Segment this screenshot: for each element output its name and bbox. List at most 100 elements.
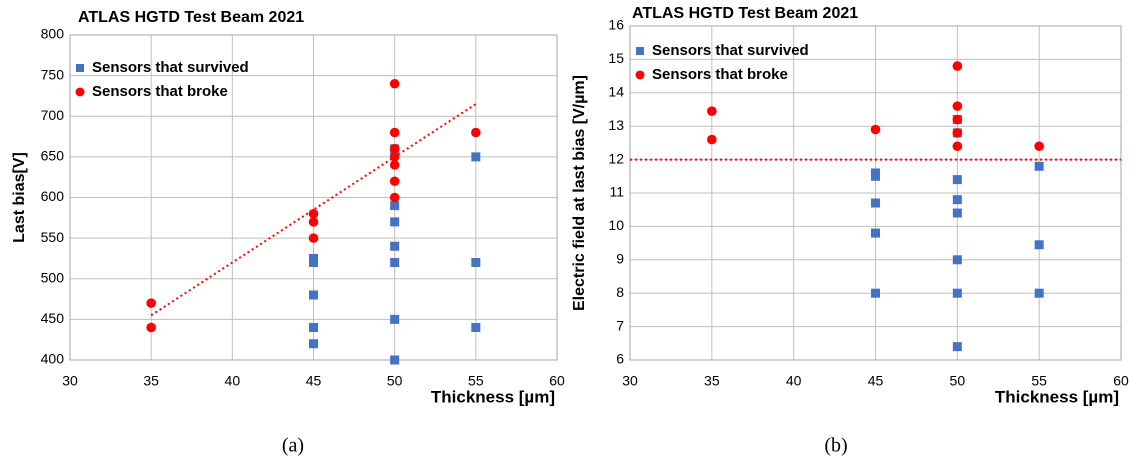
y-tick-label: 8 (616, 284, 624, 300)
y-tick-label: 550 (41, 229, 65, 245)
plot-frame (69, 34, 558, 361)
y-tick-label: 15 (608, 50, 624, 66)
point (309, 323, 318, 332)
legend-marker (75, 87, 85, 97)
point (389, 160, 400, 170)
point (390, 258, 400, 267)
y-tick-label: 800 (41, 26, 65, 42)
point (390, 217, 400, 227)
y-tick-label: 700 (41, 107, 65, 123)
x-tick-label: 60 (549, 373, 565, 389)
y-tick-label: 6 (616, 351, 624, 367)
y-tick-label: 13 (608, 117, 624, 133)
legend-marker (76, 64, 84, 72)
chart-title: ATLAS HGTD Test Beam 2021 (78, 9, 304, 26)
x-tick-label: 55 (1031, 373, 1047, 389)
y-tick-label: 9 (616, 251, 624, 267)
point (707, 106, 717, 116)
point (309, 290, 318, 300)
x-tick-label: 45 (868, 373, 884, 389)
point (389, 78, 400, 89)
point (308, 208, 319, 219)
point (390, 241, 400, 251)
x-tick-label: 40 (786, 373, 802, 389)
point (1034, 288, 1044, 298)
y-axis-label: Last bias[V] (11, 152, 28, 243)
point (389, 127, 400, 138)
legend-label: Sensors that survived (92, 59, 249, 76)
point (390, 201, 400, 211)
y-tick-label: 16 (608, 17, 624, 33)
point (871, 198, 880, 208)
point (308, 233, 319, 243)
x-tick-label: 40 (225, 373, 241, 389)
point (871, 171, 880, 181)
point (390, 355, 400, 365)
point (146, 298, 156, 308)
y-tick-label: 10 (608, 217, 624, 233)
point (146, 322, 156, 333)
point (952, 342, 962, 352)
point (308, 217, 319, 227)
point (309, 339, 318, 349)
x-tick-label: 50 (950, 373, 966, 389)
x-axis-label: Thickness [µm] (995, 387, 1119, 406)
x-tick-label: 30 (62, 373, 78, 389)
point (707, 134, 717, 145)
point (870, 124, 881, 135)
x-tick-label: 30 (622, 373, 638, 389)
point (471, 152, 481, 162)
point (952, 101, 963, 111)
point (952, 128, 963, 138)
chart-title: ATLAS HGTD Test Beam 2021 (632, 5, 858, 22)
point (952, 288, 962, 298)
point (309, 258, 318, 267)
point (1034, 161, 1044, 171)
y-tick-label: 400 (41, 351, 65, 367)
point (952, 195, 962, 205)
point (389, 152, 400, 162)
legend-label: Sensors that broke (652, 66, 788, 83)
point (952, 255, 962, 265)
point (1034, 240, 1044, 250)
x-tick-label: 55 (468, 373, 484, 389)
point (952, 61, 963, 71)
caption: (a) (282, 435, 304, 457)
point (390, 314, 400, 324)
point (389, 192, 400, 203)
point (389, 143, 400, 154)
legend-label: Sensors that broke (92, 83, 228, 100)
point (952, 175, 962, 185)
x-tick-label: 35 (704, 373, 720, 389)
y-axis-label: Electric field at last bias [V/µm] (571, 75, 588, 311)
y-tick-label: 11 (609, 184, 624, 200)
point (871, 228, 880, 238)
point (871, 288, 880, 298)
point (952, 114, 963, 125)
y-tick-label: 600 (41, 188, 65, 204)
point (952, 141, 963, 152)
y-tick-label: 12 (608, 150, 624, 166)
legend-label: Sensors that survived (652, 42, 809, 59)
x-tick-label: 35 (143, 373, 159, 389)
point (471, 258, 481, 267)
caption: (b) (824, 435, 847, 457)
x-axis-label: Thickness [µm] (431, 387, 555, 406)
legend-marker (636, 47, 644, 55)
y-tick-label: 650 (41, 148, 65, 164)
y-tick-label: 750 (41, 66, 65, 82)
point (471, 127, 481, 138)
x-tick-label: 60 (1113, 373, 1129, 389)
x-tick-label: 45 (306, 373, 322, 389)
x-tick-label: 50 (387, 373, 403, 389)
y-tick-label: 7 (616, 317, 624, 333)
legend-marker (635, 70, 645, 80)
plot-frame (629, 25, 1122, 361)
y-tick-label: 14 (608, 84, 624, 100)
y-tick-label: 450 (41, 310, 65, 326)
point (1034, 141, 1044, 152)
y-tick-label: 500 (41, 269, 65, 285)
point (471, 323, 481, 332)
point (952, 208, 962, 218)
